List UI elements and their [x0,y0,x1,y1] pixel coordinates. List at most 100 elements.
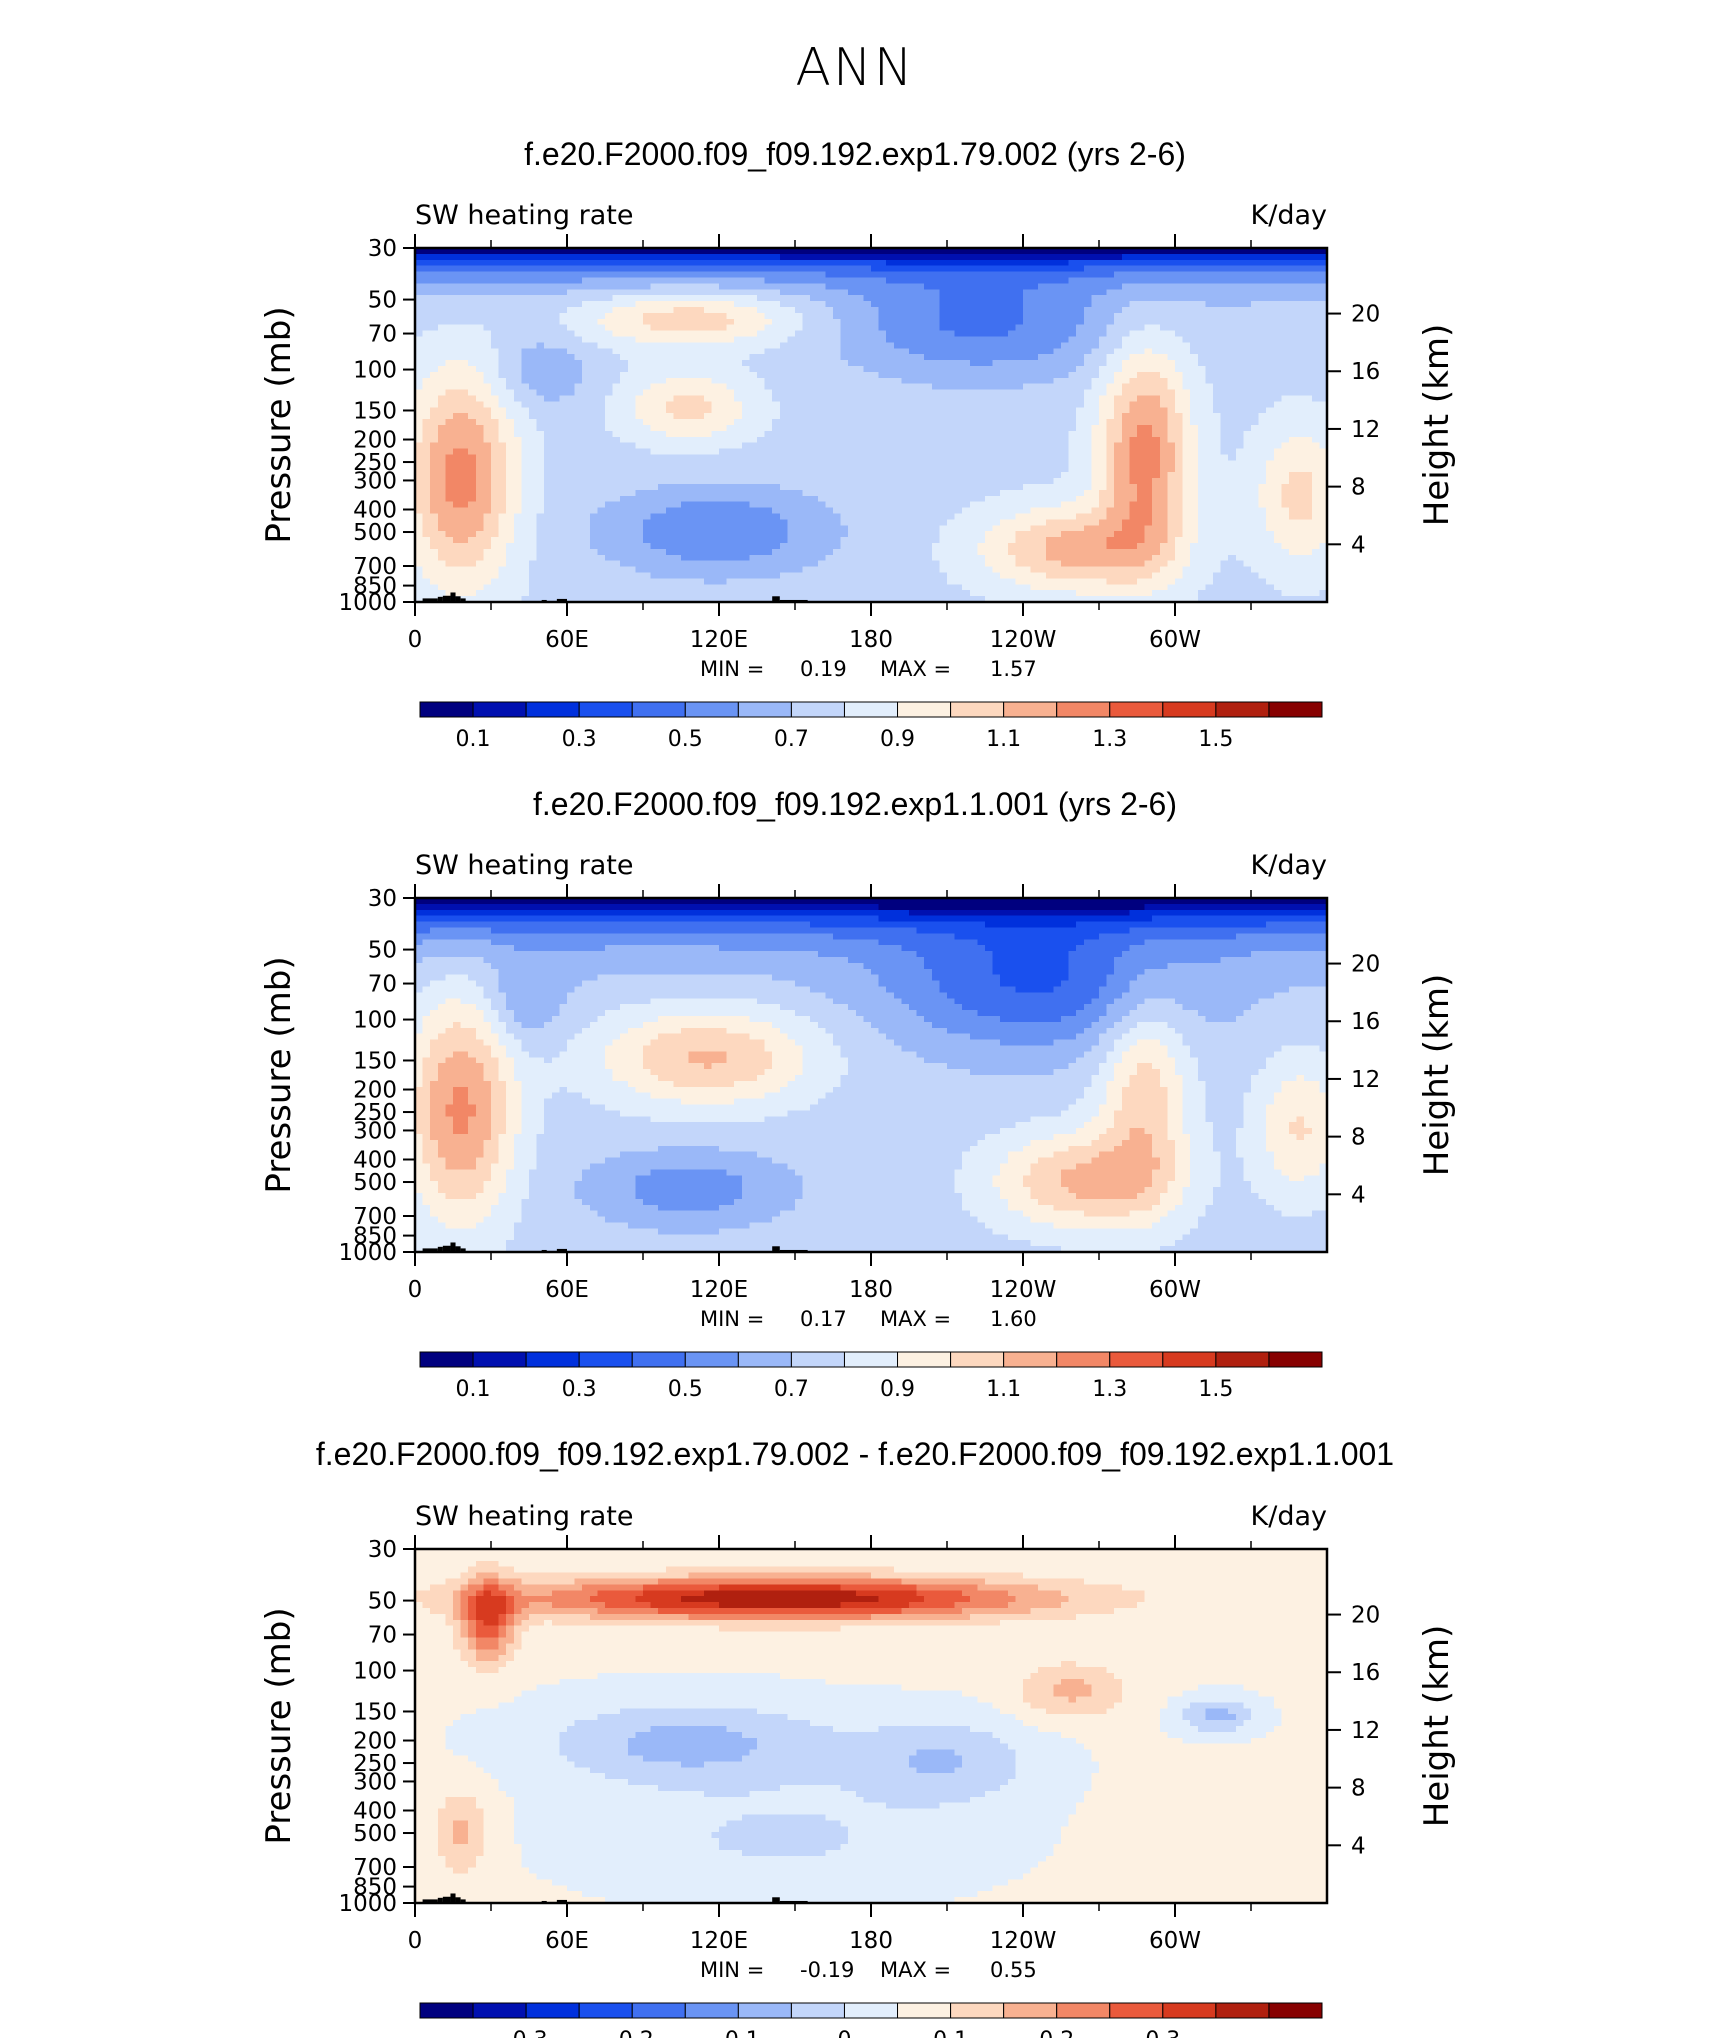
heatmap-cell [871,295,880,302]
heatmap-cell [567,419,576,426]
heatmap-cell [589,484,598,491]
heatmap-cell [491,401,500,408]
heatmap-cell [665,366,674,373]
heatmap-cell [802,489,811,497]
heatmap-cell [506,478,515,485]
heatmap-cell [703,295,712,302]
heatmap-cell [863,253,872,261]
heatmap-cell [916,366,925,373]
heatmap-cell [582,277,591,284]
heatmap-cell [1053,430,1062,438]
heatmap-cell [1106,401,1115,408]
heatmap-cell [878,312,887,320]
heatmap-cell [681,265,690,273]
heatmap-cell [673,283,682,290]
heatmap-cell [597,295,606,302]
heatmap-cell [1251,348,1260,355]
heatmap-cell [696,442,705,450]
heatmap-cell [741,395,750,402]
heatmap-cell [483,460,492,467]
heatmap-cell [1007,430,1016,438]
heatmap-cell [1099,295,1108,302]
heatmap-cell [529,277,538,284]
heatmap-cell [810,289,819,296]
heatmap-cell [787,407,796,414]
heatmap-cell [513,330,522,338]
heatmap-cell [719,336,728,343]
heatmap-cell [1000,366,1009,373]
heatmap-cell [1114,253,1123,261]
heatmap-cell [635,371,644,379]
heatmap-cell [1228,419,1237,426]
heatmap-cell [1190,330,1199,338]
heatmap-cell [802,330,811,338]
heatmap-cell [840,430,849,438]
heatmap-cell [1266,371,1275,379]
heatmap-cell [1228,265,1237,273]
heatmap-cell [551,336,560,343]
heatmap-cell [673,377,682,385]
heatmap-cell [529,454,538,461]
heatmap-cell [551,442,560,450]
heatmap-cell [1000,407,1009,414]
heatmap-cell [567,407,576,414]
heatmap-cell [453,271,462,279]
heatmap-cell [741,371,750,379]
heatmap-cell [445,289,454,296]
heatmap-cell [825,425,834,432]
heatmap-cell [825,466,834,473]
heatmap-cell [741,318,750,326]
heatmap-cell [498,324,507,332]
heatmap-cell [650,448,659,456]
heatmap-cell [1258,318,1267,326]
heatmap-cell [833,271,842,279]
heatmap-cell [719,330,728,338]
heatmap-cell [582,318,591,326]
heatmap-cell [696,324,705,332]
heatmap-cell [719,289,728,296]
heatmap-cell [665,448,674,456]
heatmap-cell [726,312,735,320]
heatmap-cell [1152,413,1161,420]
heatmap-cell [665,253,674,261]
heatmap-cell [1099,312,1108,320]
heatmap-cell [1304,395,1313,402]
heatmap-cell [802,259,811,267]
heatmap-cell [810,430,819,438]
heatmap-cell [1152,295,1161,302]
heatmap-cell [597,336,606,343]
heatmap-cell [1167,360,1176,367]
heatmap-cell [871,419,880,426]
heatmap-cell [1137,265,1146,273]
heatmap-cell [802,407,811,414]
heatmap-cell [1251,324,1260,332]
heatmap-cell [939,248,948,255]
heatmap-cell [1114,442,1123,450]
heatmap-cell [749,366,758,373]
heatmap-cell [962,271,971,279]
heatmap-cell [764,442,773,450]
heatmap-cell [772,318,781,326]
heatmap-cell [483,283,492,290]
heatmap-cell [460,277,469,284]
heatmap-cell [901,248,910,255]
heatmap-cell [1023,448,1032,456]
heatmap-cell [696,283,705,290]
heatmap-cell [1091,283,1100,290]
heatmap-cell [1159,425,1168,432]
heatmap-cell [1228,401,1237,408]
heatmap-cell [954,484,963,491]
heatmap-cell [589,413,598,420]
heatmap-cell [521,454,530,461]
heatmap-cell [734,289,743,296]
heatmap-cell [871,366,880,373]
heatmap-cell [498,312,507,320]
heatmap-cell [1076,395,1085,402]
heatmap-cell [985,389,994,397]
heatmap-cell [1175,354,1184,361]
heatmap-cell [779,478,788,485]
heatmap-cell [544,466,553,473]
heatmap-cell [529,330,538,338]
heatmap-cell [612,419,621,426]
heatmap-cell [848,389,857,397]
